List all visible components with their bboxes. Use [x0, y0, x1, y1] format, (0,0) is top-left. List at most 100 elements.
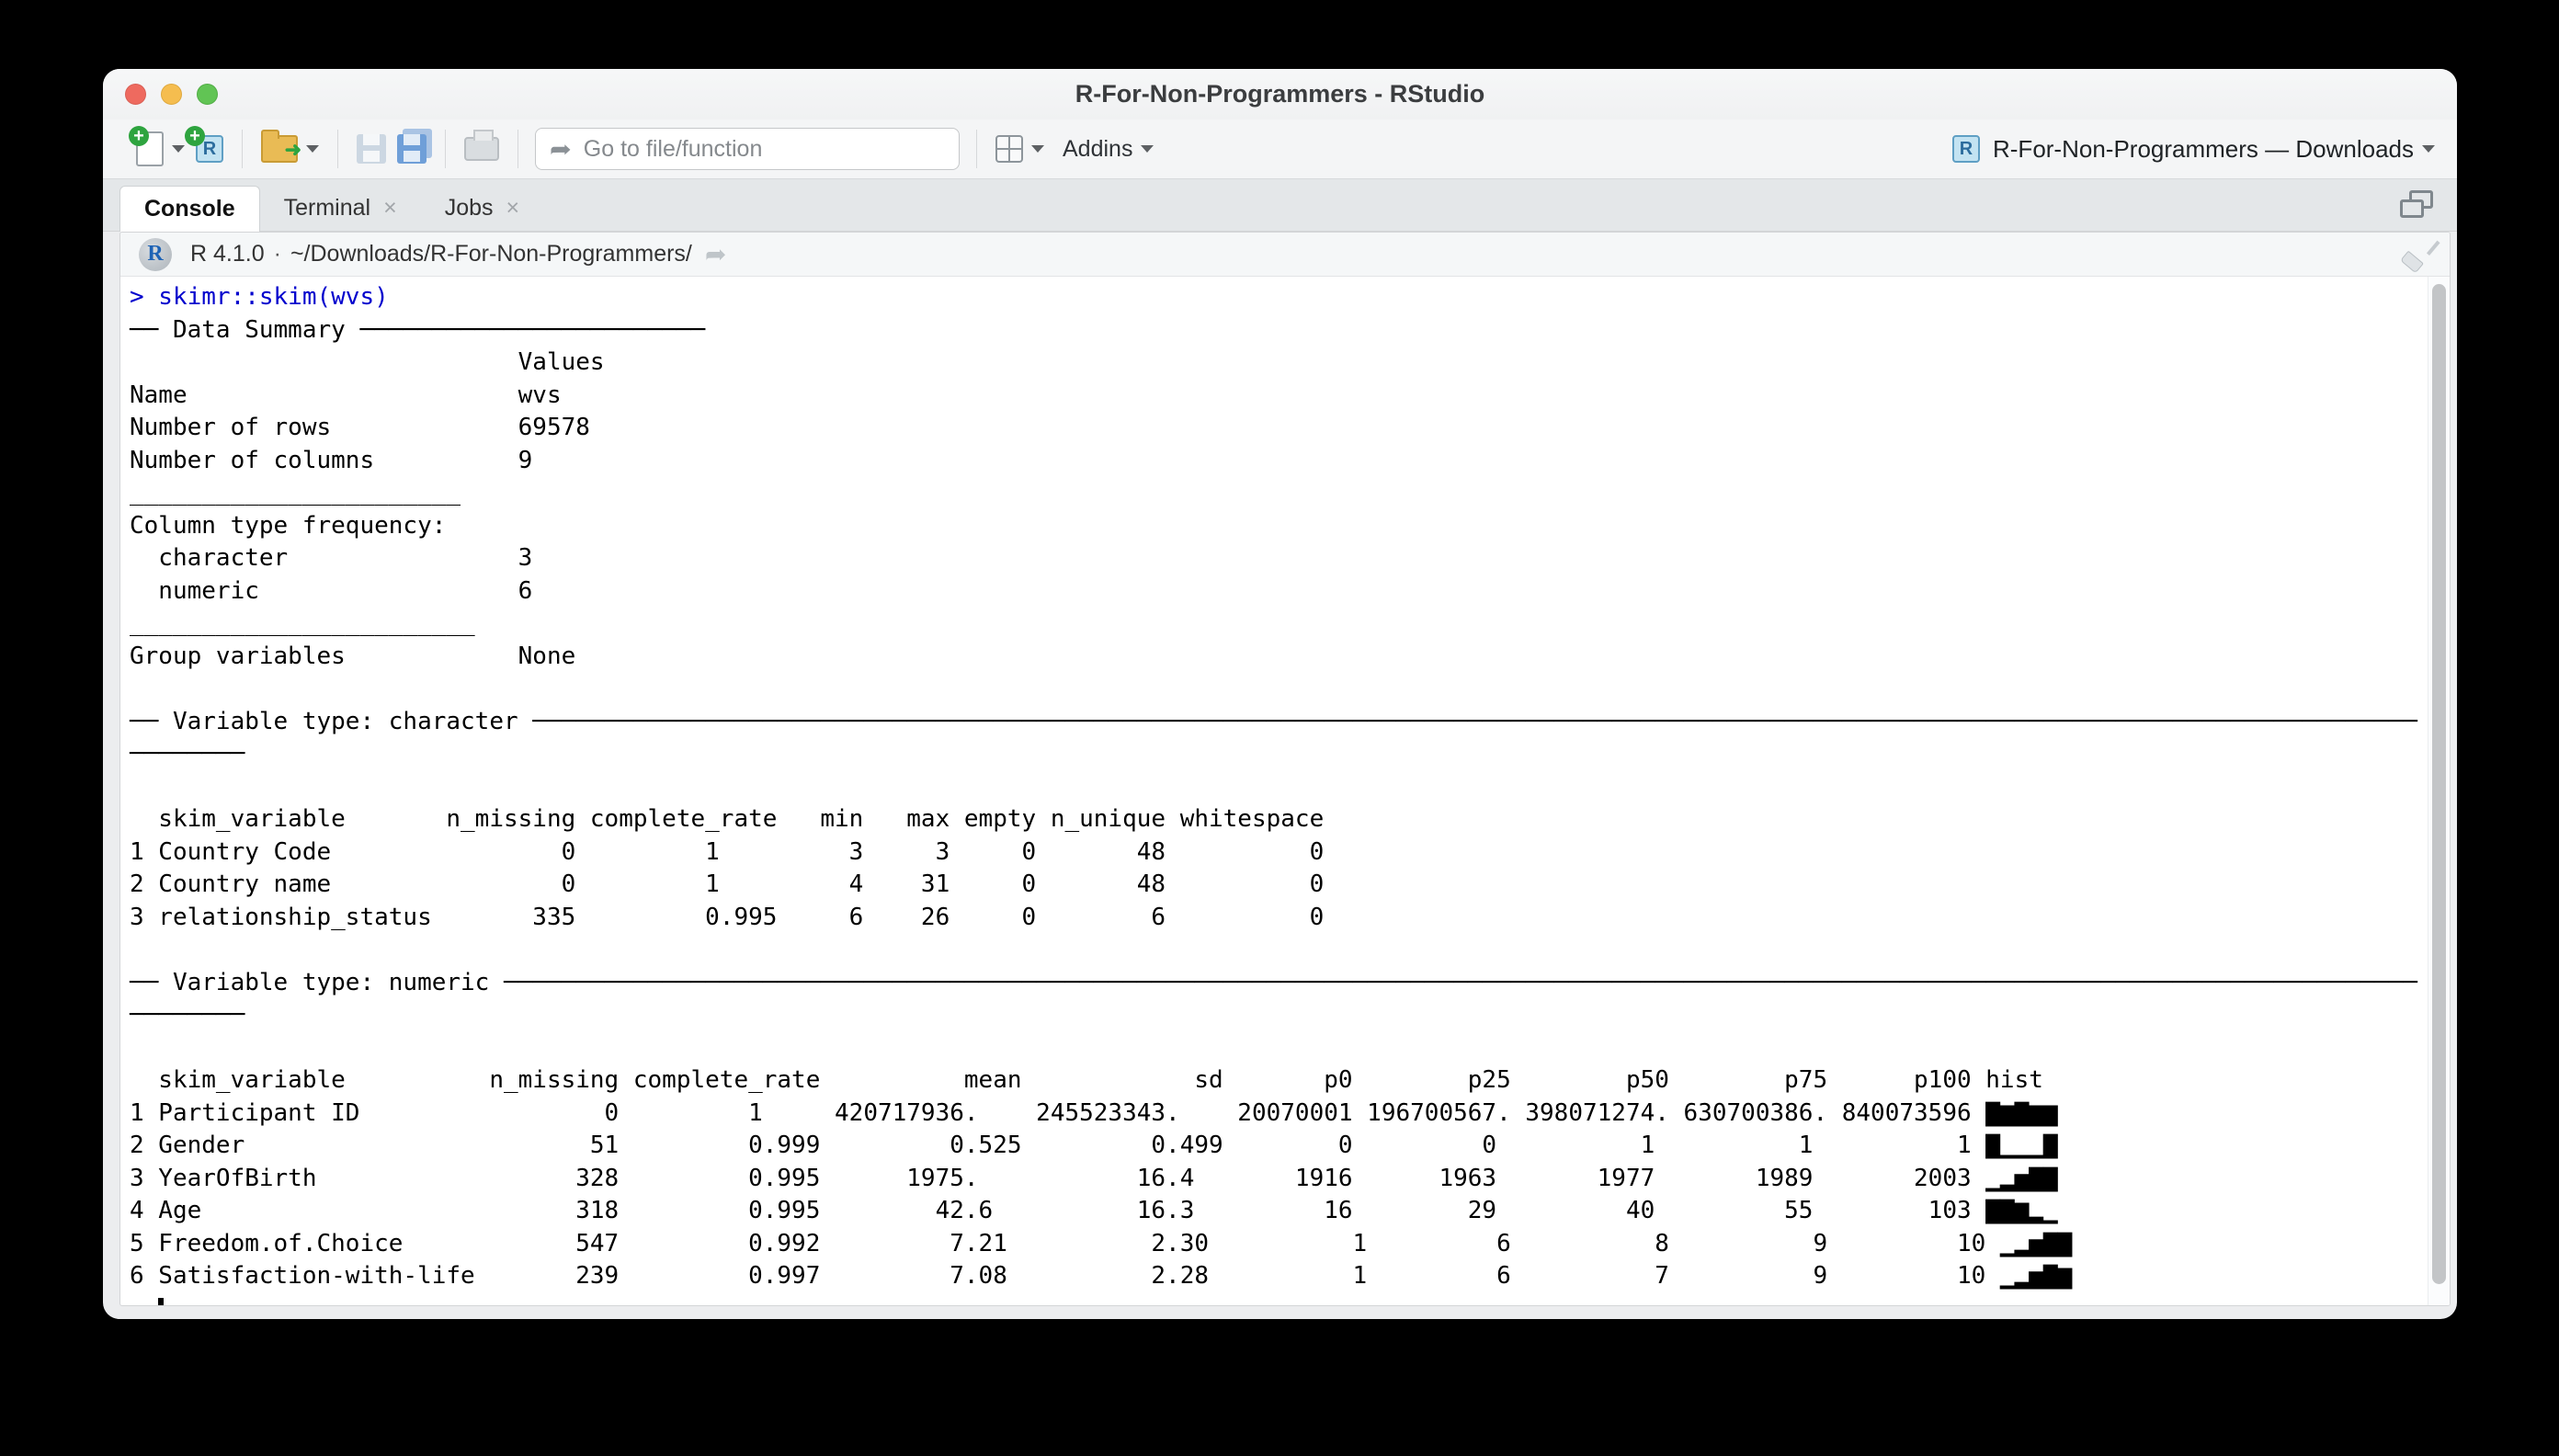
addins-label: Addins — [1063, 135, 1133, 162]
titlebar[interactable]: R-For-Non-Programmers - RStudio — [103, 69, 2457, 119]
project-selector[interactable]: R R-For-Non-Programmers — Downloads — [1952, 135, 2435, 164]
tab-terminal[interactable]: Terminal × — [260, 186, 421, 230]
console-output-line: character 3 — [130, 544, 533, 572]
chevron-down-icon — [1141, 145, 1154, 153]
pane-front-icon — [2400, 199, 2424, 218]
open-arrow-icon: ➜ — [284, 138, 301, 161]
save-icon — [357, 134, 386, 164]
project-name-label: R-For-Non-Programmers — Downloads — [1993, 134, 2414, 163]
console-tabbar: Console Terminal × Jobs × — [103, 179, 2457, 232]
console-output-line: 3 relationship_status 335 0.995 6 26 0 6… — [130, 903, 1325, 931]
console-output-line: 2 Gender 51 0.999 0.525 0.499 0 0 1 1 1 … — [130, 1132, 2058, 1159]
toolbar-separator — [517, 130, 518, 168]
console-panel: R R 4.1.0 · ~/Downloads/R-For-Non-Programm… — [119, 232, 2451, 1306]
console-output-line: ── Variable type: numeric ──────────────… — [130, 968, 2417, 996]
console-output-line: ──────── — [130, 1001, 245, 1029]
toolbar-separator — [445, 130, 446, 168]
open-folder-icon: ➜ — [261, 130, 301, 163]
console-output-line — [130, 771, 2428, 804]
text-cursor — [158, 1297, 165, 1305]
console-output-line: Number of rows 69578 — [130, 414, 590, 441]
new-project-button[interactable]: R + — [185, 126, 223, 163]
console-command-line: > skimr::skim(wvs) — [130, 283, 389, 311]
workspace-panes-button[interactable] — [995, 135, 1044, 163]
broom-icon — [2426, 240, 2440, 256]
goto-arrow-icon: ➦ — [549, 134, 572, 163]
save-all-icon — [397, 134, 426, 164]
view-directory-arrow-icon[interactable]: ➦ — [704, 240, 727, 268]
plus-icon: + — [185, 126, 205, 146]
tab-label: Jobs — [444, 194, 494, 221]
console-output-line — [130, 1032, 2428, 1065]
new-file-icon: + — [129, 126, 164, 166]
console-output-line: ── Variable type: character ────────────… — [130, 707, 2417, 735]
console-output-line: 1 Participant ID 0 1 420717936. 24552334… — [130, 1098, 2058, 1127]
console-output-line: 5 Freedom.of.Choice 547 0.992 7.21 2.30 … — [130, 1229, 2073, 1257]
tab-label: Console — [144, 196, 235, 222]
goto-file-searchbox[interactable]: ➦ — [535, 128, 960, 170]
open-file-button[interactable]: ➜ — [261, 130, 319, 163]
console-output-line — [130, 673, 2428, 706]
console-scrollbar[interactable] — [2428, 277, 2450, 1305]
console-header: R R 4.1.0 · ~/Downloads/R-For-Non-Programm… — [120, 233, 2450, 277]
main-toolbar: + R + ➜ ➦ Addins R — [103, 119, 2457, 179]
console-output-line: Column type frequency: — [130, 511, 447, 540]
new-file-button[interactable]: + — [129, 126, 185, 166]
traffic-lights — [125, 69, 218, 119]
rstudio-window: R-For-Non-Programmers - RStudio + R + ➜ … — [103, 69, 2457, 1319]
console-output-line: ── Data Summary ──────────────────────── — [130, 315, 706, 344]
print-button[interactable] — [464, 130, 499, 161]
chevron-down-icon — [1031, 145, 1044, 153]
r-project-cube-icon: R — [1952, 135, 1980, 163]
r-version-label: R 4.1.0 · ~/Downloads/R-For-Non-Programmer… — [190, 241, 692, 267]
r-version: R 4.1.0 — [190, 241, 265, 267]
console-output-line: ──────── — [130, 740, 245, 768]
dot-separator: · — [273, 241, 281, 267]
console-output-line: Values — [130, 348, 605, 376]
console-output-line: 2 Country name 0 1 4 31 0 48 0 — [130, 870, 1325, 898]
console-output[interactable]: > skimr::skim(wvs)── Data Summary ──────… — [120, 277, 2428, 1305]
working-directory[interactable]: ~/Downloads/R-For-Non-Programmers/ — [290, 241, 692, 267]
console-output-line: skim_variable n_missing complete_rate me… — [130, 1066, 2058, 1094]
goto-file-input[interactable] — [583, 135, 944, 163]
close-tab-icon[interactable]: × — [506, 194, 520, 221]
chevron-down-icon — [306, 145, 319, 153]
addins-button[interactable]: Addins — [1063, 136, 1154, 163]
fullscreen-button[interactable] — [197, 84, 218, 105]
tab-jobs[interactable]: Jobs × — [421, 186, 543, 230]
save-all-button[interactable] — [397, 134, 426, 164]
r-logo-icon: R — [139, 237, 172, 271]
console-output-line: 1 Country Code 0 1 3 3 0 48 0 — [130, 837, 1325, 866]
console-output-line: numeric 6 — [130, 576, 533, 605]
panes-grid-icon — [995, 135, 1023, 163]
toolbar-separator — [337, 130, 338, 168]
broom-head-icon — [2400, 250, 2424, 273]
console-output-line — [130, 1293, 2428, 1305]
console-output-line: Number of columns 9 — [130, 446, 533, 474]
console-output-line: Name wvs — [130, 381, 562, 409]
close-button[interactable] — [125, 84, 146, 105]
minimize-button[interactable] — [161, 84, 182, 105]
console-output-line: 6 Satisfaction-with-life 239 0.997 7.08 … — [130, 1262, 2073, 1290]
clear-console-button[interactable] — [2400, 239, 2440, 273]
window-title: R-For-Non-Programmers - RStudio — [1075, 80, 1485, 108]
console-output-line: 4 Age 318 0.995 42.6 16.3 16 29 40 55 10… — [130, 1197, 2058, 1224]
console-output-line — [130, 934, 2428, 967]
printer-icon — [464, 130, 499, 161]
toolbar-separator — [976, 130, 977, 168]
scrollbar-thumb[interactable] — [2432, 284, 2446, 1284]
console-output-line: Group variables None — [130, 642, 576, 670]
tab-console[interactable]: Console — [119, 186, 260, 232]
console-output-line: 3 YearOfBirth 328 0.995 1975. 16.4 1916 … — [130, 1164, 2058, 1192]
maximize-pane-button[interactable] — [2400, 190, 2433, 218]
toolbar-separator — [242, 130, 243, 168]
close-tab-icon[interactable]: × — [383, 194, 397, 221]
save-button[interactable] — [357, 134, 386, 164]
plus-icon: + — [129, 126, 149, 146]
console-output-line: ________________________ — [130, 609, 475, 637]
tab-label: Terminal — [283, 194, 371, 221]
r-project-icon: R — [196, 135, 223, 163]
chevron-down-icon — [172, 145, 185, 153]
console-output-line: skim_variable n_missing complete_rate mi… — [130, 805, 1325, 833]
chevron-down-icon — [2422, 145, 2435, 153]
